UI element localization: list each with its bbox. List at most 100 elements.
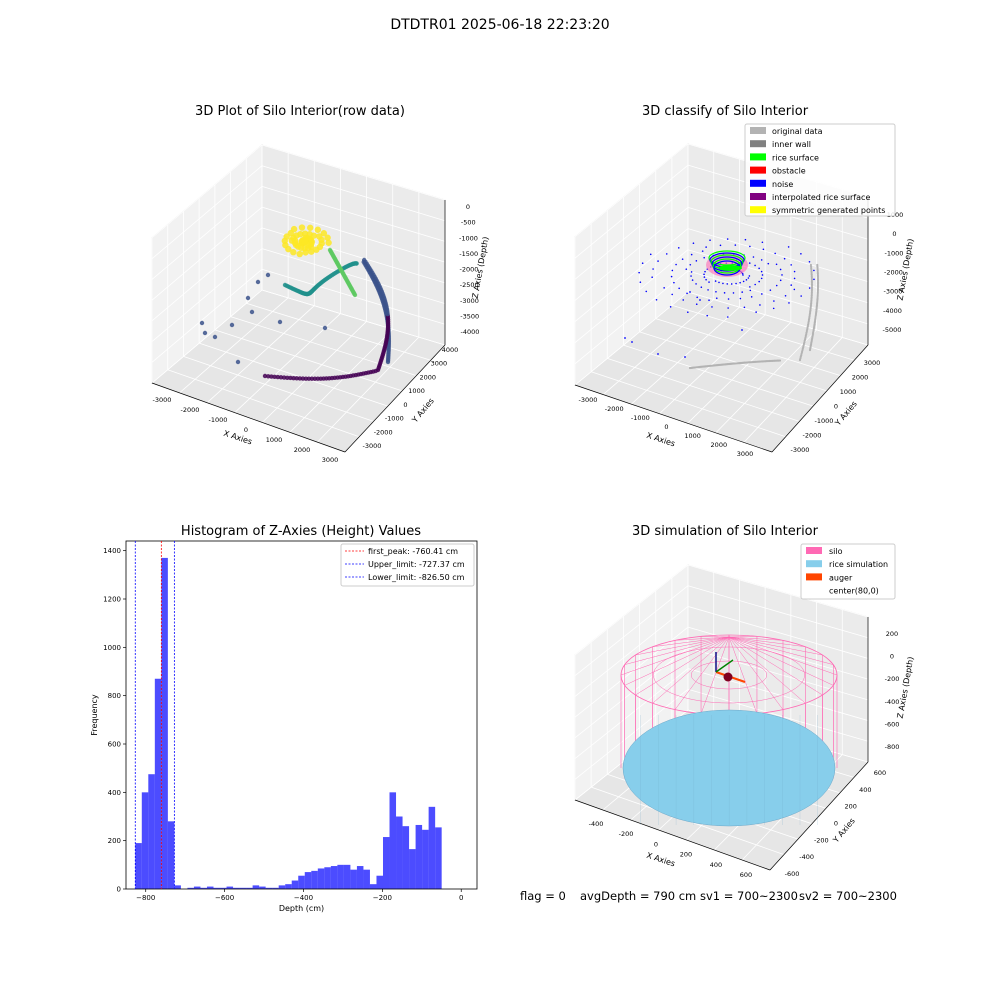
panel1-grid-z <box>151 206 263 301</box>
panel4-x-tick-label: 600 <box>740 871 752 879</box>
panel2-point <box>809 310 812 313</box>
panel2-point <box>689 263 692 266</box>
panel2-point <box>775 263 778 266</box>
panel1-point <box>361 259 366 265</box>
panel2-point <box>810 302 813 305</box>
panel2-point <box>784 294 787 297</box>
panel2-point <box>809 305 812 308</box>
panel1-x-tick-label: 0 <box>244 426 248 434</box>
panel3-x-tick-label: −800 <box>136 894 155 902</box>
panel3-y-tick-label: 200 <box>108 837 121 845</box>
panel2-point <box>657 260 659 262</box>
panel2-y-tick-label: -3000 <box>791 446 810 454</box>
histogram-bar <box>278 885 286 889</box>
panel1-point <box>324 234 331 241</box>
panel2-grid-z <box>574 164 689 259</box>
panel1-grid-y <box>167 369 360 438</box>
panel2-point <box>810 275 813 278</box>
panel2-point <box>749 286 751 288</box>
panel4-legend-swatch <box>806 586 822 594</box>
panel4-grid-z <box>574 585 689 677</box>
panel1-z-tick-label: 0 <box>466 203 470 211</box>
histogram-bar <box>265 887 273 889</box>
panel2-point <box>722 282 724 285</box>
panel3-y-tick-label: 600 <box>108 741 121 749</box>
silo-roof-line <box>728 636 823 696</box>
panel2-point <box>742 280 745 283</box>
panel2-point <box>657 353 659 355</box>
panel3-y-tick-label: 0 <box>117 886 121 894</box>
panel2-point <box>691 279 694 281</box>
panel2-grid-y <box>687 291 869 346</box>
panel2-point <box>681 258 684 260</box>
panel2-point <box>760 277 763 280</box>
panel3-y-tick-label: 400 <box>108 789 121 797</box>
panel1-point <box>199 320 205 326</box>
panel1-grid-z <box>151 268 263 363</box>
panel2-point <box>663 287 665 289</box>
panel1-z-tick-label: -3500 <box>460 312 479 320</box>
panel2-point <box>692 242 695 244</box>
histogram-bar <box>154 678 162 889</box>
panel1-y-tick-label: 3000 <box>431 360 448 368</box>
auger-axis-y <box>715 659 734 673</box>
panel2-point <box>715 290 717 293</box>
panel2-point <box>767 262 770 265</box>
panel2-point <box>810 284 814 288</box>
panel2-point <box>696 296 698 299</box>
panel1-point <box>310 232 317 239</box>
panel2-point <box>810 299 813 302</box>
panel2-grid-y <box>623 344 814 407</box>
histogram-bar <box>239 887 247 889</box>
histogram-bar <box>285 884 292 889</box>
panel2-point <box>727 307 729 309</box>
panel1-point <box>245 295 251 301</box>
panel2-point <box>808 317 811 320</box>
panel4-grid-z2 <box>687 606 869 659</box>
silo-roof-line <box>728 636 834 686</box>
panel1-grid-z <box>151 144 263 239</box>
histogram-bar <box>330 866 338 889</box>
panel1-z-tick-label: -1500 <box>459 250 478 258</box>
silo-roof-line <box>728 636 758 714</box>
panel1-x-tick-label: -1000 <box>209 416 228 424</box>
panel2-point <box>800 252 802 255</box>
panel1-y-axis-label: Y Axies <box>410 396 436 425</box>
histogram-bar <box>382 837 390 889</box>
histogram-bar <box>167 821 175 889</box>
panel4-grid-z <box>574 606 689 697</box>
panel1-point <box>290 249 297 256</box>
histogram-bar <box>161 557 168 889</box>
panel2-grid-x <box>659 314 766 415</box>
histogram-bar <box>174 885 181 889</box>
panel2-legend-label: noise <box>772 180 793 189</box>
panel2-point <box>690 275 692 277</box>
histogram-bar <box>272 887 279 889</box>
silo-roof-line <box>728 636 823 656</box>
panel4-z-tick-label: -600 <box>885 720 900 728</box>
panel1-point <box>325 239 332 246</box>
panel1-x-axis-line <box>151 382 346 453</box>
histogram-bar <box>233 887 240 889</box>
panel2-point <box>793 270 796 273</box>
panel2-point <box>758 280 760 283</box>
panel2-grid-z <box>574 185 689 280</box>
panel2-point <box>800 295 802 297</box>
panel1-x-tick-label: 2000 <box>294 446 311 454</box>
panel2-point <box>752 256 755 258</box>
status-flag: flag = 0 <box>520 889 566 903</box>
panel1-grid-y <box>183 356 374 422</box>
panel2-point <box>727 316 729 318</box>
panel1-z-tick-label: -500 <box>461 219 476 227</box>
panel1-point <box>294 376 299 381</box>
histogram-bar <box>252 885 260 889</box>
panel2-point <box>809 265 813 268</box>
panel1-grid-x <box>179 297 289 394</box>
panel2-point <box>810 288 814 291</box>
panel4-x-axis-line <box>574 799 771 871</box>
panel2-point <box>641 262 644 265</box>
panel2-point <box>706 314 709 317</box>
panel1-y-tick-label: -1000 <box>385 415 404 423</box>
panel1-grid-z2 <box>261 186 446 242</box>
